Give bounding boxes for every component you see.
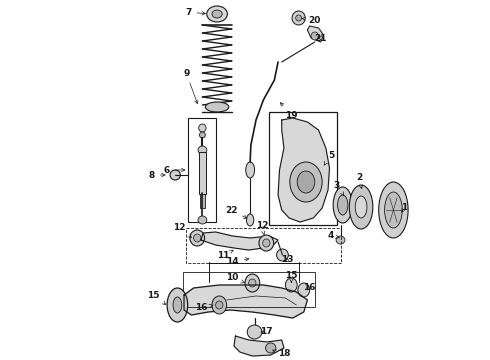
- Ellipse shape: [266, 343, 276, 353]
- Ellipse shape: [199, 124, 206, 132]
- Ellipse shape: [349, 185, 373, 229]
- Ellipse shape: [248, 279, 256, 287]
- Ellipse shape: [338, 195, 348, 215]
- Text: 6: 6: [163, 166, 185, 175]
- Bar: [269, 112, 337, 225]
- Ellipse shape: [285, 278, 297, 292]
- Polygon shape: [307, 26, 323, 42]
- Ellipse shape: [276, 249, 288, 261]
- Ellipse shape: [205, 102, 229, 112]
- Ellipse shape: [298, 283, 310, 297]
- Ellipse shape: [292, 11, 305, 25]
- Text: 9: 9: [183, 68, 198, 104]
- Ellipse shape: [311, 32, 318, 40]
- Text: 4: 4: [328, 230, 340, 239]
- Ellipse shape: [170, 170, 180, 180]
- Polygon shape: [234, 336, 284, 356]
- Ellipse shape: [247, 325, 262, 339]
- Text: 16: 16: [303, 284, 315, 292]
- Text: 10: 10: [226, 274, 245, 283]
- Ellipse shape: [336, 236, 345, 244]
- Text: 1: 1: [401, 203, 408, 212]
- Text: 8: 8: [148, 171, 165, 180]
- Ellipse shape: [212, 10, 222, 18]
- Ellipse shape: [295, 15, 301, 21]
- Ellipse shape: [167, 288, 188, 322]
- Bar: [200, 194, 205, 208]
- Ellipse shape: [297, 171, 315, 193]
- Ellipse shape: [207, 6, 227, 22]
- Ellipse shape: [199, 132, 205, 138]
- Ellipse shape: [290, 162, 322, 202]
- Bar: [186, 228, 341, 263]
- Text: 7: 7: [185, 8, 205, 17]
- Ellipse shape: [245, 274, 260, 292]
- Ellipse shape: [333, 187, 352, 223]
- Ellipse shape: [198, 216, 207, 224]
- Text: 12: 12: [256, 220, 268, 235]
- Text: 15: 15: [147, 291, 166, 305]
- Polygon shape: [201, 232, 278, 250]
- Ellipse shape: [259, 235, 273, 251]
- Text: 16: 16: [196, 303, 213, 312]
- Text: 11: 11: [217, 250, 233, 260]
- Ellipse shape: [263, 239, 270, 247]
- Ellipse shape: [173, 297, 182, 313]
- Text: 14: 14: [226, 257, 249, 266]
- Text: 18: 18: [272, 350, 290, 359]
- Bar: [183, 272, 315, 307]
- Text: 19: 19: [280, 103, 297, 120]
- Text: 22: 22: [225, 206, 247, 219]
- Polygon shape: [278, 118, 329, 222]
- Ellipse shape: [246, 214, 254, 226]
- Ellipse shape: [190, 230, 205, 246]
- Ellipse shape: [194, 234, 201, 242]
- Text: 17: 17: [260, 328, 272, 337]
- Text: 20: 20: [302, 15, 321, 24]
- Text: 21: 21: [315, 33, 327, 42]
- Text: 15: 15: [285, 270, 297, 283]
- Ellipse shape: [355, 196, 367, 218]
- Text: 13: 13: [281, 256, 293, 265]
- Ellipse shape: [198, 146, 207, 154]
- Text: 12: 12: [172, 224, 192, 238]
- Text: 2: 2: [356, 172, 363, 189]
- Polygon shape: [184, 285, 307, 318]
- Text: 3: 3: [334, 180, 344, 195]
- Ellipse shape: [379, 182, 408, 238]
- Ellipse shape: [216, 301, 223, 309]
- Text: 5: 5: [324, 150, 334, 165]
- Ellipse shape: [385, 192, 402, 228]
- Ellipse shape: [212, 296, 227, 314]
- Bar: [189, 118, 216, 222]
- Ellipse shape: [245, 162, 254, 178]
- Bar: [199, 152, 206, 194]
